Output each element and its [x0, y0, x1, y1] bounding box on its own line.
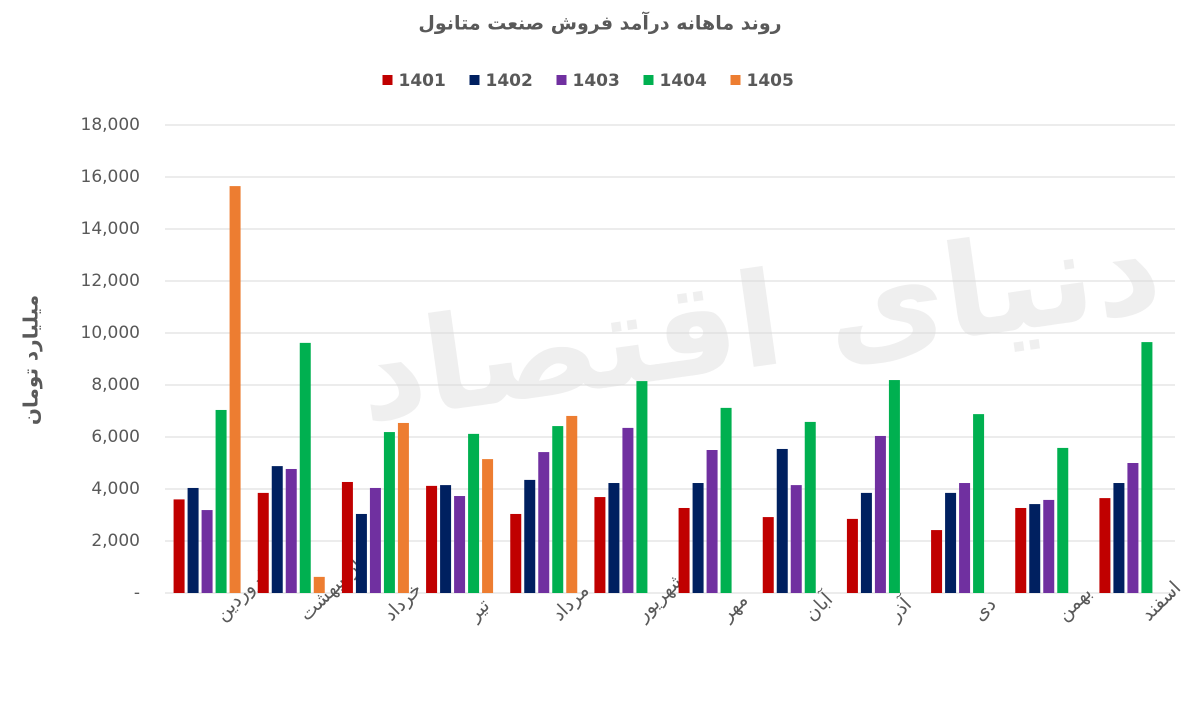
y-axis-title: میلیارد تومان	[19, 295, 43, 425]
bar	[369, 487, 381, 593]
bar	[622, 427, 634, 593]
y-tick-label: 2,000	[91, 531, 140, 551]
y-tick-label: 10,000	[81, 323, 140, 343]
bar	[1141, 342, 1153, 593]
legend-label: 1403	[573, 71, 620, 91]
chart-title: روند ماهانه درآمد فروش صنعت متانول	[418, 11, 781, 35]
bar	[790, 485, 802, 593]
bar	[271, 466, 283, 593]
bar	[804, 421, 816, 593]
y-tick-label: -	[134, 583, 140, 603]
bar	[454, 496, 466, 593]
bar	[1113, 483, 1125, 593]
bar	[692, 483, 704, 593]
bar	[636, 381, 648, 593]
bar	[299, 342, 311, 593]
legend-label: 1401	[399, 71, 446, 91]
bar	[860, 492, 872, 593]
bar	[215, 409, 227, 593]
bar	[959, 483, 971, 593]
bar	[1015, 507, 1027, 593]
bar	[1057, 447, 1069, 593]
bar	[229, 186, 241, 593]
bar	[566, 415, 578, 593]
legend-swatch	[382, 75, 393, 85]
bar	[720, 407, 732, 593]
bar	[1127, 463, 1139, 593]
bar	[355, 513, 367, 593]
bar	[341, 481, 353, 593]
x-tick-label: تیر	[463, 595, 494, 626]
bar	[594, 497, 606, 593]
bar	[187, 487, 199, 593]
x-tick-label: آبان	[799, 587, 838, 626]
bar	[257, 492, 269, 593]
x-tick-label: مهر	[715, 589, 752, 626]
bar	[173, 499, 185, 593]
y-tick-label: 8,000	[91, 375, 140, 395]
bar	[510, 513, 522, 593]
bar	[931, 530, 943, 593]
bar	[468, 433, 480, 593]
bar	[874, 435, 886, 593]
bar	[1029, 504, 1041, 593]
bar	[313, 576, 325, 593]
bar	[776, 448, 788, 593]
bar	[888, 380, 900, 593]
bar	[1099, 498, 1111, 593]
y-tick-label: 14,000	[81, 219, 140, 239]
legend-label: 1402	[486, 71, 533, 91]
legend-swatch	[556, 75, 567, 85]
legend-label: 1404	[660, 71, 707, 91]
bar	[945, 492, 957, 593]
bar	[846, 518, 858, 593]
bar	[397, 422, 409, 593]
legend-label: 1405	[747, 71, 794, 91]
legend-swatch	[643, 75, 654, 85]
bar	[201, 510, 213, 593]
x-tick-label: آذر	[882, 592, 916, 626]
bar	[1043, 499, 1055, 593]
legend-swatch	[469, 75, 480, 85]
bar	[383, 432, 395, 593]
y-tick-label: 6,000	[91, 427, 140, 447]
bar	[538, 452, 550, 593]
bar	[426, 485, 438, 593]
y-tick-label: 18,000	[81, 115, 140, 135]
bar	[524, 479, 536, 593]
bar	[608, 483, 620, 593]
y-tick-label: 4,000	[91, 479, 140, 499]
x-tick-label: دی	[968, 593, 1000, 625]
bar	[973, 414, 985, 593]
bar	[285, 468, 297, 593]
y-tick-label: 12,000	[81, 271, 140, 291]
bar	[706, 450, 718, 593]
bar	[552, 426, 564, 593]
bar	[678, 507, 690, 593]
bar	[482, 459, 494, 593]
legend-swatch	[730, 75, 741, 85]
bar	[440, 485, 452, 593]
y-tick-label: 16,000	[81, 167, 140, 187]
bar	[762, 517, 774, 593]
